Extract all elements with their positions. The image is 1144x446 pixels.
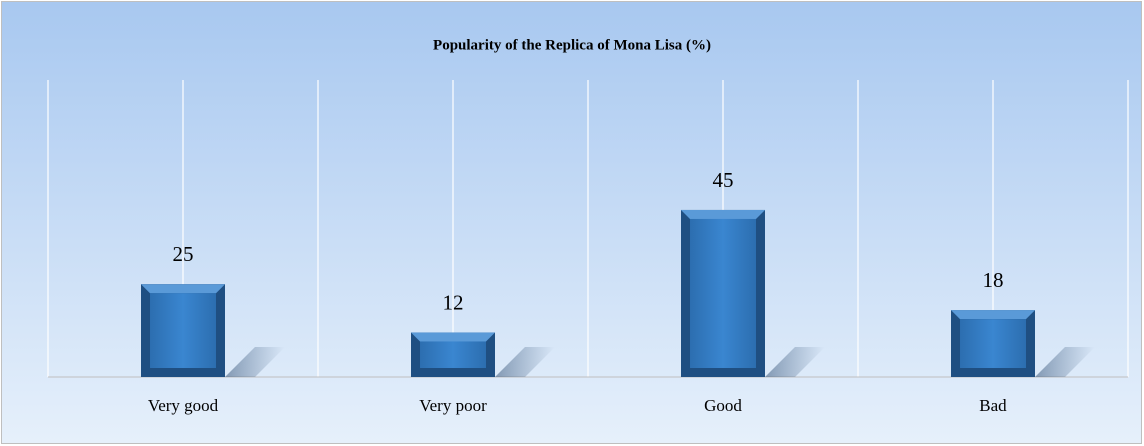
bar-bevel [411, 332, 495, 342]
x-tick-label: Very poor [419, 396, 487, 415]
bar-face [960, 319, 1026, 368]
x-tick-label: Good [704, 396, 742, 415]
bar-shadow [225, 347, 285, 377]
bar-face [150, 293, 216, 368]
data-label: 45 [713, 168, 734, 192]
data-label: 25 [173, 242, 194, 266]
chart-title: Popularity of the Replica of Mona Lisa (… [433, 37, 711, 53]
bar-bevel [951, 310, 1035, 320]
data-label: 12 [443, 290, 464, 314]
x-tick-label: Very good [148, 396, 219, 415]
bar-shadow [765, 347, 825, 377]
bar-face [690, 218, 756, 368]
x-tick-label: Bad [979, 396, 1007, 415]
data-label: 18 [983, 268, 1004, 292]
bar-bevel [141, 284, 225, 294]
bar-shadow [495, 347, 555, 377]
bar-bevel [681, 209, 765, 219]
bar-shadow [1035, 347, 1095, 377]
bar-face [420, 341, 486, 368]
